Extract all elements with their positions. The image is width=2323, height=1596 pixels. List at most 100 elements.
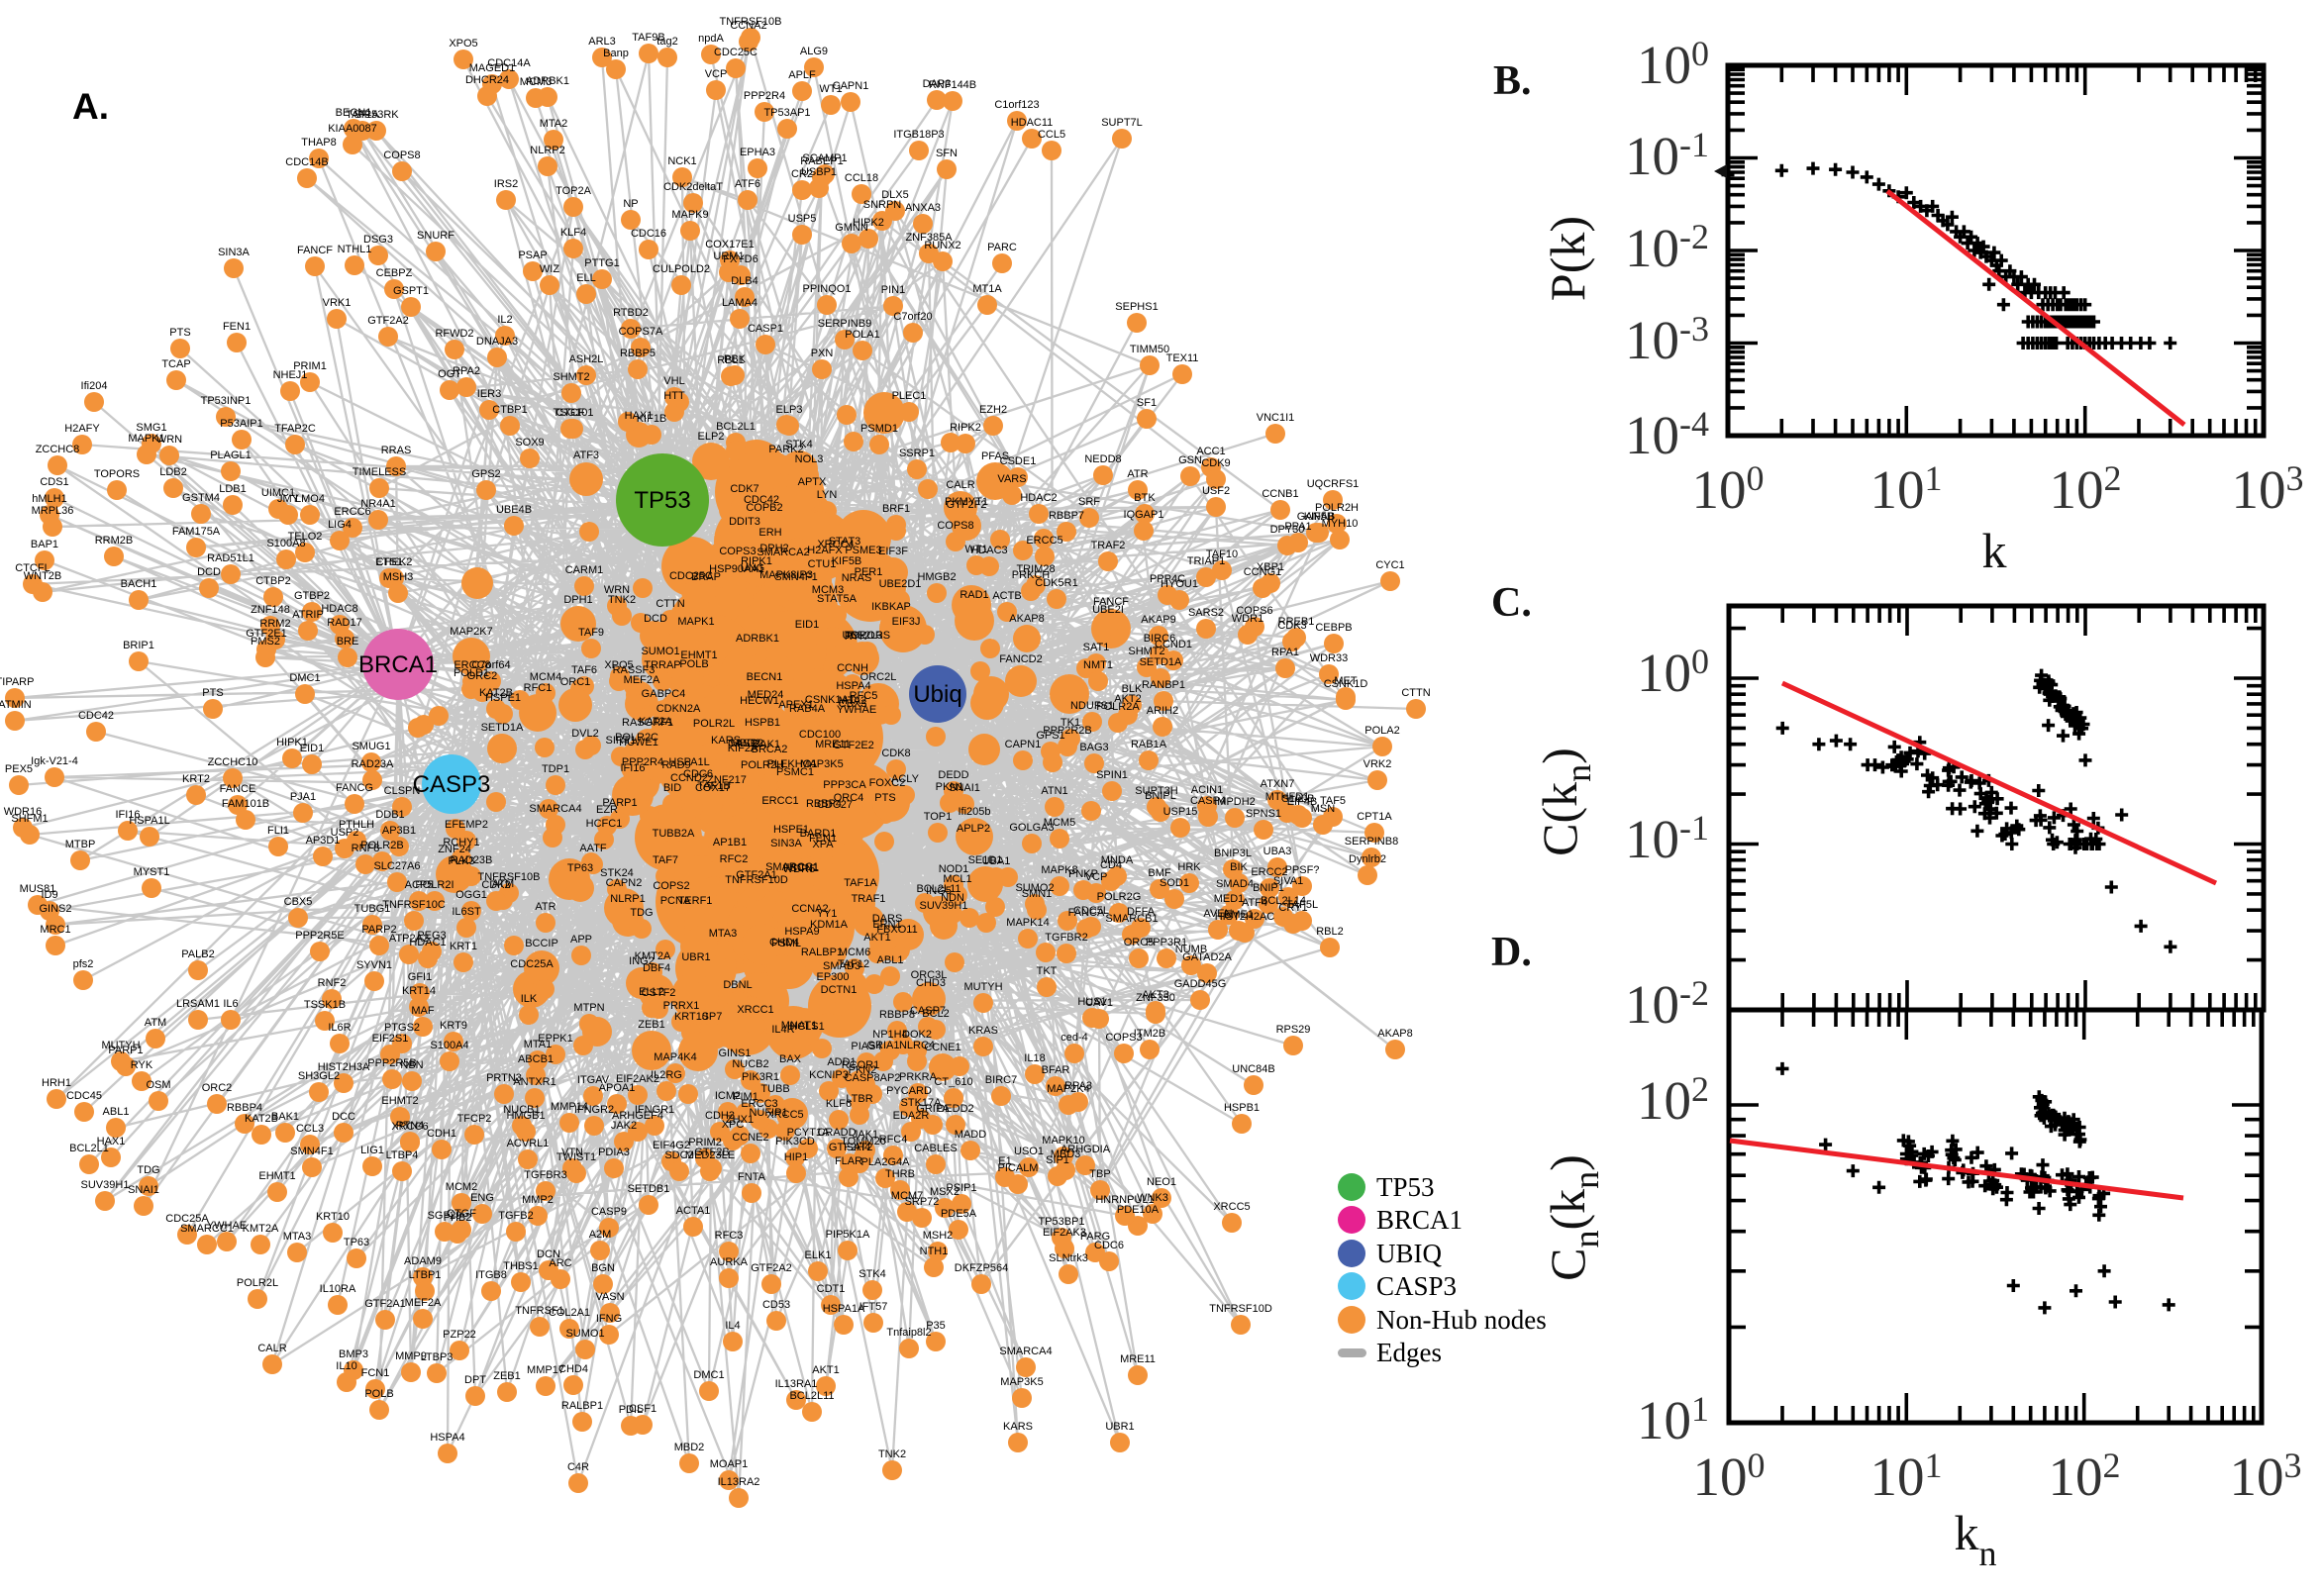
svg-text:DEDD: DEDD	[938, 769, 968, 781]
svg-text:SMAD3: SMAD3	[823, 960, 860, 972]
svg-text:MAGED1: MAGED1	[469, 62, 515, 74]
svg-text:TAF7: TAF7	[653, 854, 678, 866]
svg-text:VCP: VCP	[1085, 871, 1108, 883]
svg-text:BECN1: BECN1	[747, 671, 783, 683]
svg-text:VARS: VARS	[997, 473, 1026, 485]
svg-text:10-1: 10-1	[1625, 125, 1709, 186]
svg-text:ATP2A2: ATP2A2	[389, 933, 429, 945]
svg-text:NUCB1: NUCB1	[503, 1104, 540, 1116]
svg-text:TAF1A: TAF1A	[346, 109, 379, 121]
svg-text:MTA3: MTA3	[709, 928, 738, 940]
svg-text:DNAJA3: DNAJA3	[476, 336, 518, 348]
svg-text:RAD23A: RAD23A	[352, 758, 394, 770]
svg-text:PCNA: PCNA	[660, 895, 691, 907]
svg-text:FCN1: FCN1	[361, 1367, 390, 1379]
svg-text:HDAC8: HDAC8	[321, 603, 357, 615]
svg-text:SERPINB8: SERPINB8	[1345, 836, 1398, 848]
svg-text:HSPB1: HSPB1	[745, 717, 780, 729]
svg-text:SOD1: SOD1	[1160, 877, 1189, 889]
svg-text:MAPK1: MAPK1	[128, 433, 164, 445]
svg-text:CR2: CR2	[791, 168, 813, 180]
svg-text:ACC1: ACC1	[1196, 446, 1225, 457]
svg-text:HDAC3: HDAC3	[970, 545, 1007, 556]
svg-text:PTS: PTS	[169, 327, 190, 339]
svg-text:EME1: EME1	[1224, 909, 1254, 921]
svg-text:KIAA0087: KIAA0087	[328, 123, 377, 135]
svg-text:COPS7A: COPS7A	[619, 326, 663, 338]
svg-text:APLP2: APLP2	[957, 823, 990, 835]
svg-text:AKAP8: AKAP8	[1377, 1028, 1412, 1040]
svg-text:EZR: EZR	[596, 804, 618, 816]
svg-text:GMNN: GMNN	[835, 222, 868, 234]
svg-text:TP53AP1: TP53AP1	[763, 107, 810, 119]
svg-text:CCNG1: CCNG1	[1244, 566, 1282, 578]
svg-text:LMO4: LMO4	[295, 493, 325, 505]
svg-text:SIRT1: SIRT1	[606, 735, 637, 747]
svg-text:PALB2: PALB2	[181, 948, 214, 960]
svg-text:UBE2L3: UBE2L3	[843, 630, 883, 642]
svg-text:BMF: BMF	[1148, 867, 1171, 879]
svg-text:MT1A: MT1A	[972, 283, 1002, 295]
svg-text:TNFRSF10D: TNFRSF10D	[725, 874, 788, 886]
svg-text:TKT: TKT	[1037, 965, 1058, 977]
svg-text:JMY: JMY	[277, 493, 300, 505]
svg-text:RANBP1: RANBP1	[1142, 679, 1185, 691]
svg-text:MADD: MADD	[955, 1129, 986, 1141]
svg-text:TEX11: TEX11	[1166, 352, 1199, 364]
svg-text:RALBP1: RALBP1	[561, 1400, 603, 1412]
svg-text:GPS2: GPS2	[471, 468, 500, 480]
svg-text:SUV39H1: SUV39H1	[81, 1179, 130, 1191]
svg-text:BCL2L14: BCL2L14	[1261, 895, 1306, 907]
svg-text:LYN: LYN	[817, 489, 838, 501]
svg-text:SMN4F1: SMN4F1	[774, 571, 817, 583]
svg-text:TAF1A: TAF1A	[844, 877, 877, 889]
svg-text:IFT57: IFT57	[859, 1301, 888, 1313]
svg-text:ERH: ERH	[758, 527, 781, 539]
svg-text:TRAF1: TRAF1	[852, 893, 886, 905]
svg-text:P35: P35	[926, 1320, 946, 1332]
svg-text:DDIT3: DDIT3	[729, 516, 760, 528]
svg-text:USO1: USO1	[1014, 1146, 1044, 1157]
svg-text:IL18: IL18	[1024, 1052, 1045, 1064]
svg-text:SDC2: SDC2	[664, 1149, 693, 1161]
svg-text:CPT1A: CPT1A	[1357, 811, 1392, 823]
svg-text:COX17: COX17	[695, 782, 731, 794]
svg-text:CDK9: CDK9	[1201, 457, 1230, 469]
svg-text:CLSPN: CLSPN	[384, 785, 421, 797]
svg-text:NP: NP	[623, 198, 638, 210]
svg-text:ERCC3: ERCC3	[741, 1098, 777, 1110]
svg-text:PRKCH: PRKCH	[1012, 569, 1051, 581]
svg-text:SIP1: SIP1	[1046, 1154, 1069, 1166]
svg-text:CDC100: CDC100	[799, 729, 841, 741]
svg-text:FLAR: FLAR	[835, 1155, 862, 1167]
svg-text:XPC: XPC	[722, 1119, 745, 1131]
svg-text:GTBP2: GTBP2	[294, 590, 330, 602]
svg-text:EID1: EID1	[795, 619, 819, 631]
svg-text:C7orf64: C7orf64	[471, 659, 510, 671]
svg-text:NCK1: NCK1	[667, 155, 696, 167]
svg-text:C4R: C4R	[567, 1461, 589, 1473]
svg-text:TNK2: TNK2	[608, 594, 636, 606]
svg-text:PDE10A: PDE10A	[1117, 1204, 1160, 1216]
svg-text:POLA2: POLA2	[1364, 725, 1399, 737]
svg-text:KIF2A: KIF2A	[728, 743, 758, 754]
svg-text:DMC1: DMC1	[693, 1369, 724, 1381]
svg-text:CSDE1: CSDE1	[1000, 455, 1037, 467]
svg-text:TP63: TP63	[567, 862, 593, 874]
svg-text:CCND1: CCND1	[1155, 639, 1192, 650]
svg-text:AURKA: AURKA	[710, 1256, 749, 1268]
svg-text:KRT1: KRT1	[450, 941, 477, 952]
svg-text:TP53: TP53	[1376, 1172, 1435, 1202]
svg-text:GATAD2A: GATAD2A	[1182, 951, 1232, 963]
svg-text:CDH3: CDH3	[705, 1110, 735, 1122]
svg-text:SSRP1: SSRP1	[899, 448, 935, 459]
svg-text:TERF1: TERF1	[678, 895, 713, 907]
svg-text:RBBP8: RBBP8	[879, 1009, 915, 1021]
svg-text:PSAP: PSAP	[518, 249, 547, 261]
svg-text:CULPOLD2: CULPOLD2	[653, 263, 710, 275]
svg-text:RASSF3: RASSF3	[613, 664, 656, 676]
svg-text:TSG101: TSG101	[554, 407, 594, 419]
svg-text:NR4A1: NR4A1	[360, 498, 395, 510]
svg-text:SNAI1: SNAI1	[949, 782, 980, 794]
svg-text:MRE11: MRE11	[1120, 1353, 1156, 1365]
